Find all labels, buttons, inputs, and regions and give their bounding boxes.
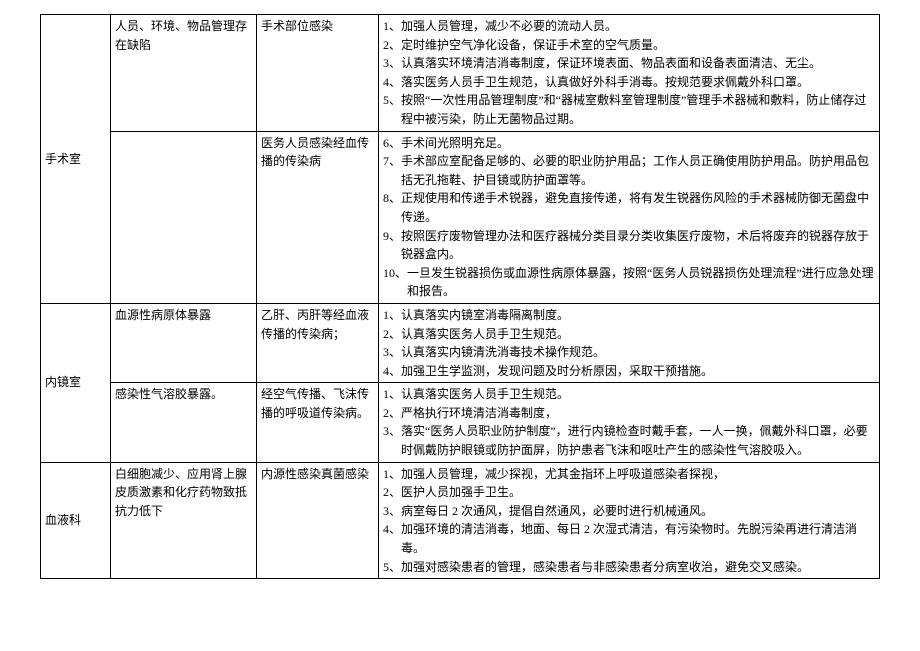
measure-number: 3、: [383, 54, 401, 73]
measure-number: 1、: [383, 306, 401, 325]
measure-text: 按照“一次性用品管理制度”和“器械室敷料室管理制度”管理手术器械和敷料，防止储存…: [401, 91, 875, 128]
measures-list: 6、手术间光照明充足。7、手术部应室配备足够的、必要的职业防护用品；工作人员正确…: [383, 134, 875, 301]
table-row: 医务人员感染经血传播的传染病6、手术间光照明充足。7、手术部应室配备足够的、必要…: [41, 131, 880, 303]
table-row: 手术室人员、环境、物品管理存在缺陷手术部位感染1、加强人员管理，减少不必要的流动…: [41, 15, 880, 132]
cause-cell: 内源性感染真菌感染: [257, 462, 379, 579]
cause-cell: 乙肝、丙肝等经血液传播的传染病；: [257, 303, 379, 382]
measure-number: 8、: [383, 189, 401, 226]
measure-number: 5、: [383, 91, 401, 128]
measures-list: 1、认真落实医务人员手卫生规范。2、严格执行环境清洁消毒制度，3、落实“医务人员…: [383, 385, 875, 459]
measure-item: 3、认真落实内镜清洗消毒技术操作规范。: [383, 343, 875, 362]
measures-cell: 6、手术间光照明充足。7、手术部应室配备足够的、必要的职业防护用品；工作人员正确…: [379, 131, 880, 303]
measure-text: 手术部应室配备足够的、必要的职业防护用品；工作人员正确使用防护用品。防护用品包括…: [401, 152, 875, 189]
measure-item: 1、加强人员管理，减少不必要的流动人员。: [383, 17, 875, 36]
measure-item: 6、手术间光照明充足。: [383, 134, 875, 153]
risk-cell: 血源性病原体暴露: [111, 303, 257, 382]
measure-text: 一旦发生锐器损伤或血源性病原体暴露，按照“医务人员锐器损伤处理流程”进行应急处理…: [407, 264, 875, 301]
measure-item: 3、病室每日 2 次通风，提倡自然通风，必要时进行机械通风。: [383, 502, 875, 521]
measure-number: 5、: [383, 558, 401, 577]
risk-cell: 感染性气溶胶暴露。: [111, 383, 257, 462]
measure-item: 3、落实“医务人员职业防护制度”，进行内镜检查时戴手套，一人一换，佩戴外科口罩，…: [383, 422, 875, 459]
measure-text: 加强环境的清洁消毒，地面、每日 2 次湿式清洁，有污染物时。先脱污染再进行清洁消…: [401, 520, 875, 557]
measure-number: 1、: [383, 385, 401, 404]
risk-cell: 人员、环境、物品管理存在缺陷: [111, 15, 257, 132]
measure-number: 1、: [383, 465, 401, 484]
cause-cell: 经空气传播、飞沫传播的呼吸道传染病。: [257, 383, 379, 462]
measure-text: 定时维护空气净化设备，保证手术室的空气质量。: [401, 36, 875, 55]
measure-number: 4、: [383, 362, 401, 381]
measure-item: 5、按照“一次性用品管理制度”和“器械室敷料室管理制度”管理手术器械和敷料，防止…: [383, 91, 875, 128]
measure-text: 病室每日 2 次通风，提倡自然通风，必要时进行机械通风。: [401, 502, 875, 521]
measures-list: 1、加强人员管理，减少不必要的流动人员。2、定时维护空气净化设备，保证手术室的空…: [383, 17, 875, 129]
measure-text: 加强对感染患者的管理，感染患者与非感染患者分病室收治，避免交叉感染。: [401, 558, 875, 577]
measure-text: 认真落实内镜清洗消毒技术操作规范。: [401, 343, 875, 362]
measure-number: 10、: [383, 264, 407, 301]
measure-text: 加强人员管理，减少探视，尤其金指环上呼吸道感染者探视，: [401, 465, 875, 484]
measure-text: 认真落实医务人员手卫生规范。: [401, 385, 875, 404]
measure-number: 2、: [383, 404, 401, 423]
table-row: 内镜室血源性病原体暴露乙肝、丙肝等经血液传播的传染病；1、认真落实内镜室消毒隔离…: [41, 303, 880, 382]
measure-text: 手术间光照明充足。: [401, 134, 875, 153]
measure-number: 2、: [383, 325, 401, 344]
measure-number: 3、: [383, 502, 401, 521]
measure-number: 1、: [383, 17, 401, 36]
dept-cell: 内镜室: [41, 303, 111, 462]
measure-text: 加强卫生学监测，发现问题及时分析原因，采取干预措施。: [401, 362, 875, 381]
measure-item: 2、严格执行环境清洁消毒制度，: [383, 404, 875, 423]
measure-text: 严格执行环境清洁消毒制度，: [401, 404, 875, 423]
measure-text: 正规使用和传递手术锐器，避免直接传递，将有发生锐器伤风险的手术器械防御无菌盘中传…: [401, 189, 875, 226]
measure-item: 5、加强对感染患者的管理，感染患者与非感染患者分病室收治，避免交叉感染。: [383, 558, 875, 577]
measure-text: 落实“医务人员职业防护制度”，进行内镜检查时戴手套，一人一换，佩戴外科口罩，必要…: [401, 422, 875, 459]
measure-number: 3、: [383, 343, 401, 362]
measure-number: 2、: [383, 483, 401, 502]
measure-item: 1、认真落实内镜室消毒隔离制度。: [383, 306, 875, 325]
measure-text: 认真落实内镜室消毒隔离制度。: [401, 306, 875, 325]
dept-cell: 血液科: [41, 462, 111, 579]
measure-item: 1、加强人员管理，减少探视，尤其金指环上呼吸道感染者探视，: [383, 465, 875, 484]
dept-cell: 手术室: [41, 15, 111, 304]
measure-text: 医护人员加强手卫生。: [401, 483, 875, 502]
measure-item: 9、按照医疗废物管理办法和医疗器械分类目录分类收集医疗废物，术后将废弃的锐器存放…: [383, 227, 875, 264]
measure-number: 4、: [383, 73, 401, 92]
measure-item: 2、认真落实医务人员手卫生规范。: [383, 325, 875, 344]
cause-cell: 手术部位感染: [257, 15, 379, 132]
measures-cell: 1、加强人员管理，减少探视，尤其金指环上呼吸道感染者探视，2、医护人员加强手卫生…: [379, 462, 880, 579]
measure-number: 7、: [383, 152, 401, 189]
table-row: 感染性气溶胶暴露。经空气传播、飞沫传播的呼吸道传染病。1、认真落实医务人员手卫生…: [41, 383, 880, 462]
risk-cell: 白细胞减少、应用肾上腺皮质激素和化疗药物致抵抗力低下: [111, 462, 257, 579]
measures-list: 1、认真落实内镜室消毒隔离制度。2、认真落实医务人员手卫生规范。3、认真落实内镜…: [383, 306, 875, 380]
measure-number: 3、: [383, 422, 401, 459]
measure-item: 8、正规使用和传递手术锐器，避免直接传递，将有发生锐器伤风险的手术器械防御无菌盘…: [383, 189, 875, 226]
measure-item: 7、手术部应室配备足够的、必要的职业防护用品；工作人员正确使用防护用品。防护用品…: [383, 152, 875, 189]
measure-text: 落实医务人员手卫生规范，认真做好外科手消毒。按规范要求佩戴外科口罩。: [401, 73, 875, 92]
measures-list: 1、加强人员管理，减少探视，尤其金指环上呼吸道感染者探视，2、医护人员加强手卫生…: [383, 465, 875, 577]
measure-item: 3、认真落实环境清洁消毒制度，保证环境表面、物品表面和设备表面清洁、无尘。: [383, 54, 875, 73]
risk-table: 手术室人员、环境、物品管理存在缺陷手术部位感染1、加强人员管理，减少不必要的流动…: [40, 14, 880, 579]
cause-cell: 医务人员感染经血传播的传染病: [257, 131, 379, 303]
measure-text: 加强人员管理，减少不必要的流动人员。: [401, 17, 875, 36]
measure-number: 9、: [383, 227, 401, 264]
measure-number: 4、: [383, 520, 401, 557]
measure-item: 4、加强卫生学监测，发现问题及时分析原因，采取干预措施。: [383, 362, 875, 381]
measure-item: 4、落实医务人员手卫生规范，认真做好外科手消毒。按规范要求佩戴外科口罩。: [383, 73, 875, 92]
measures-cell: 1、认真落实内镜室消毒隔离制度。2、认真落实医务人员手卫生规范。3、认真落实内镜…: [379, 303, 880, 382]
measure-text: 按照医疗废物管理办法和医疗器械分类目录分类收集医疗废物，术后将废弃的锐器存放于锐…: [401, 227, 875, 264]
measure-item: 10、一旦发生锐器损伤或血源性病原体暴露，按照“医务人员锐器损伤处理流程”进行应…: [383, 264, 875, 301]
measure-item: 2、定时维护空气净化设备，保证手术室的空气质量。: [383, 36, 875, 55]
measure-number: 6、: [383, 134, 401, 153]
measure-item: 1、认真落实医务人员手卫生规范。: [383, 385, 875, 404]
table-row: 血液科白细胞减少、应用肾上腺皮质激素和化疗药物致抵抗力低下内源性感染真菌感染1、…: [41, 462, 880, 579]
measure-text: 认真落实医务人员手卫生规范。: [401, 325, 875, 344]
measure-text: 认真落实环境清洁消毒制度，保证环境表面、物品表面和设备表面清洁、无尘。: [401, 54, 875, 73]
measure-number: 2、: [383, 36, 401, 55]
risk-cell: [111, 131, 257, 303]
measures-cell: 1、加强人员管理，减少不必要的流动人员。2、定时维护空气净化设备，保证手术室的空…: [379, 15, 880, 132]
measure-item: 2、医护人员加强手卫生。: [383, 483, 875, 502]
measure-item: 4、加强环境的清洁消毒，地面、每日 2 次湿式清洁，有污染物时。先脱污染再进行清…: [383, 520, 875, 557]
measures-cell: 1、认真落实医务人员手卫生规范。2、严格执行环境清洁消毒制度，3、落实“医务人员…: [379, 383, 880, 462]
